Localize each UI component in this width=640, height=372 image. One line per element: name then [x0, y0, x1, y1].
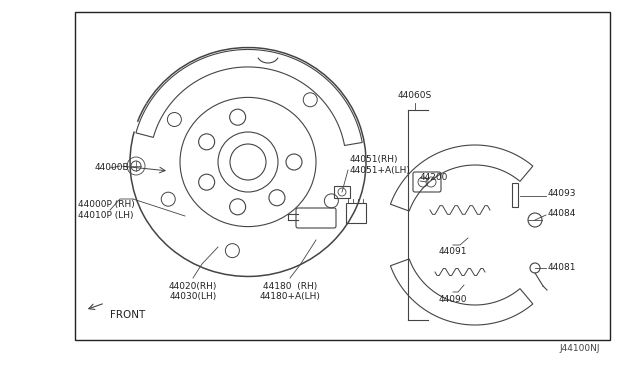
Text: 44000P (RH)
44010P (LH): 44000P (RH) 44010P (LH) — [78, 200, 135, 220]
Text: 44051(RH)
44051+A(LH): 44051(RH) 44051+A(LH) — [350, 155, 411, 175]
Text: 44180  (RH)
44180+A(LH): 44180 (RH) 44180+A(LH) — [260, 282, 321, 301]
Text: FRONT: FRONT — [110, 310, 145, 320]
Text: 44060S: 44060S — [398, 91, 432, 100]
Text: 44093: 44093 — [548, 189, 577, 198]
Bar — [346, 203, 366, 223]
Text: J44100NJ: J44100NJ — [559, 344, 600, 353]
Bar — [75, 12, 610, 340]
Text: 44020(RH)
44030(LH): 44020(RH) 44030(LH) — [169, 282, 217, 301]
Text: 44200: 44200 — [420, 173, 449, 183]
Bar — [334, 186, 350, 198]
Text: 44090: 44090 — [439, 295, 467, 304]
Text: 44081: 44081 — [548, 263, 577, 273]
Text: 44091: 44091 — [439, 247, 467, 256]
Text: 44084: 44084 — [548, 208, 577, 218]
Text: 44000B: 44000B — [95, 164, 130, 173]
Bar — [512, 183, 518, 207]
